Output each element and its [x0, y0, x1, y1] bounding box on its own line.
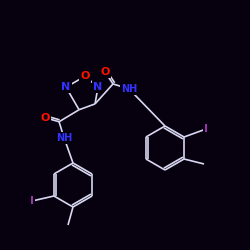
- Text: N: N: [93, 82, 102, 92]
- Text: O: O: [40, 113, 50, 123]
- Text: NH: NH: [121, 84, 137, 94]
- Text: I: I: [204, 124, 208, 134]
- Text: N: N: [62, 82, 71, 92]
- Text: O: O: [80, 71, 90, 81]
- Text: I: I: [30, 196, 34, 206]
- Text: NH: NH: [56, 133, 72, 143]
- Text: O: O: [100, 67, 110, 77]
